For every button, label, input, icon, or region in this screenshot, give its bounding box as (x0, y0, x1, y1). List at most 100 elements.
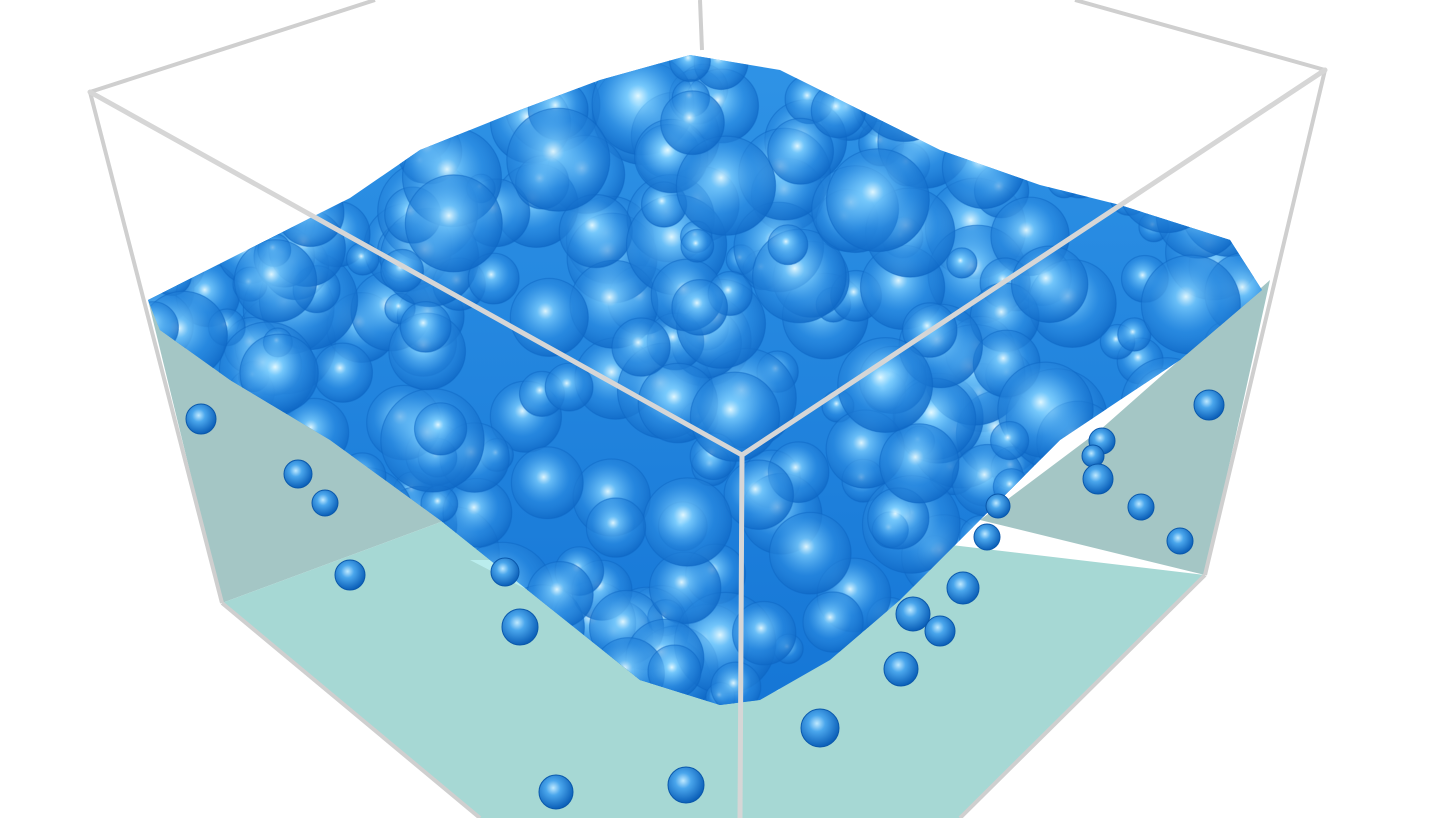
foam-bubble (1023, 112, 1080, 169)
foam-bubble (767, 117, 835, 185)
foam-bubble (453, 55, 528, 112)
foam-bubble (585, 497, 647, 558)
droplet (973, 523, 1001, 551)
foam-bubble (989, 420, 1030, 461)
foam-bubble (680, 228, 715, 263)
foam-bubble (1052, 143, 1108, 199)
foam-bubble (1116, 133, 1217, 234)
foam-bubble (1161, 659, 1199, 696)
foam-bubble (195, 55, 292, 142)
foam-bubble (1085, 59, 1118, 92)
foam-bubble (503, 56, 538, 90)
foam-bubble (1010, 245, 1089, 324)
foam-bubble (1221, 595, 1251, 626)
foam-bubble (233, 239, 318, 323)
foam-bubble (478, 81, 512, 115)
foam-bubble (148, 535, 200, 597)
foam-bubble (154, 168, 205, 219)
foam-bubble (245, 55, 289, 87)
foam-bubble (562, 55, 607, 82)
foam-bubble (149, 568, 203, 622)
foam-bubble (1064, 148, 1097, 181)
foam-bubble (312, 342, 374, 403)
box-back-edges (88, 0, 1327, 818)
foam-bubble (413, 402, 468, 456)
foam-bubble (397, 55, 490, 114)
foam-bubble (933, 90, 998, 154)
foam-bubble (267, 110, 310, 153)
droplet (1081, 444, 1105, 468)
foam-bubble (148, 149, 192, 226)
foam-bubble (212, 128, 279, 195)
foam-bubble (967, 55, 1023, 99)
foam-bubble (209, 178, 251, 220)
foam-bubble (151, 255, 192, 297)
foam-bubble (188, 608, 228, 648)
foam-bubble (1221, 563, 1262, 650)
droplet (1082, 463, 1114, 495)
foam-bubble (1007, 79, 1040, 111)
foam-bubble (253, 128, 343, 218)
foam-bubble (1211, 612, 1258, 660)
foam-bubble (723, 459, 795, 531)
foam-bubble (1063, 151, 1106, 195)
droplet (334, 559, 366, 591)
foam-bubble (970, 90, 1024, 145)
foam-bubble (825, 148, 930, 253)
droplet (1193, 389, 1225, 421)
droplet (946, 571, 980, 605)
foam-bubble (290, 55, 384, 104)
droplet (283, 459, 313, 489)
foam-bubble (1026, 123, 1066, 162)
foam-bubble (180, 188, 248, 256)
foam-bubble (148, 147, 197, 200)
foam-bubble (371, 107, 422, 157)
foam-bubble (510, 446, 584, 520)
foam-bubble (327, 80, 369, 122)
droplet (924, 615, 956, 647)
foam-bubble (213, 104, 257, 148)
foam-bubble (228, 144, 316, 233)
foam-bubble (1238, 462, 1262, 504)
foam-bubble (284, 123, 339, 178)
foam-bubble (1117, 317, 1152, 352)
foam-bubble (1193, 62, 1262, 155)
foam-bubble (148, 529, 211, 615)
foam-bubble (148, 55, 245, 130)
foam-bubble (509, 277, 589, 357)
foam-bubble (1222, 151, 1261, 190)
foam-bubble (802, 591, 864, 653)
foam-bubble (335, 69, 380, 115)
foam-bubble (879, 423, 960, 504)
droplet (985, 493, 1011, 519)
droplet (895, 596, 931, 632)
foam-bubble (660, 90, 725, 156)
foam-bubble (288, 147, 318, 177)
foam-bubble (404, 174, 503, 273)
foam-bubble (1128, 93, 1189, 154)
droplet (490, 557, 520, 587)
droplet (311, 489, 339, 517)
foam-bubble (642, 477, 733, 567)
droplet (667, 766, 705, 804)
droplet (185, 403, 217, 435)
foam-bubble (675, 135, 777, 236)
foam-bubble (148, 176, 218, 271)
box-front-edges (87, 67, 1328, 818)
foam-bubble (151, 553, 183, 585)
foam-bubble (221, 77, 265, 122)
foam-bubble (671, 279, 729, 336)
droplet (1127, 493, 1155, 521)
foam-bubble (810, 82, 867, 139)
foam-bubble (731, 600, 797, 666)
droplet (501, 608, 539, 646)
foam-bubble (856, 55, 954, 143)
foam-bubble (710, 661, 762, 705)
foam-bubble (436, 55, 500, 87)
foam-bubble (689, 371, 781, 462)
droplet (883, 651, 919, 687)
foam-bubble (1155, 172, 1243, 259)
foam-bubble (148, 652, 193, 705)
foam-bubble (196, 55, 270, 95)
